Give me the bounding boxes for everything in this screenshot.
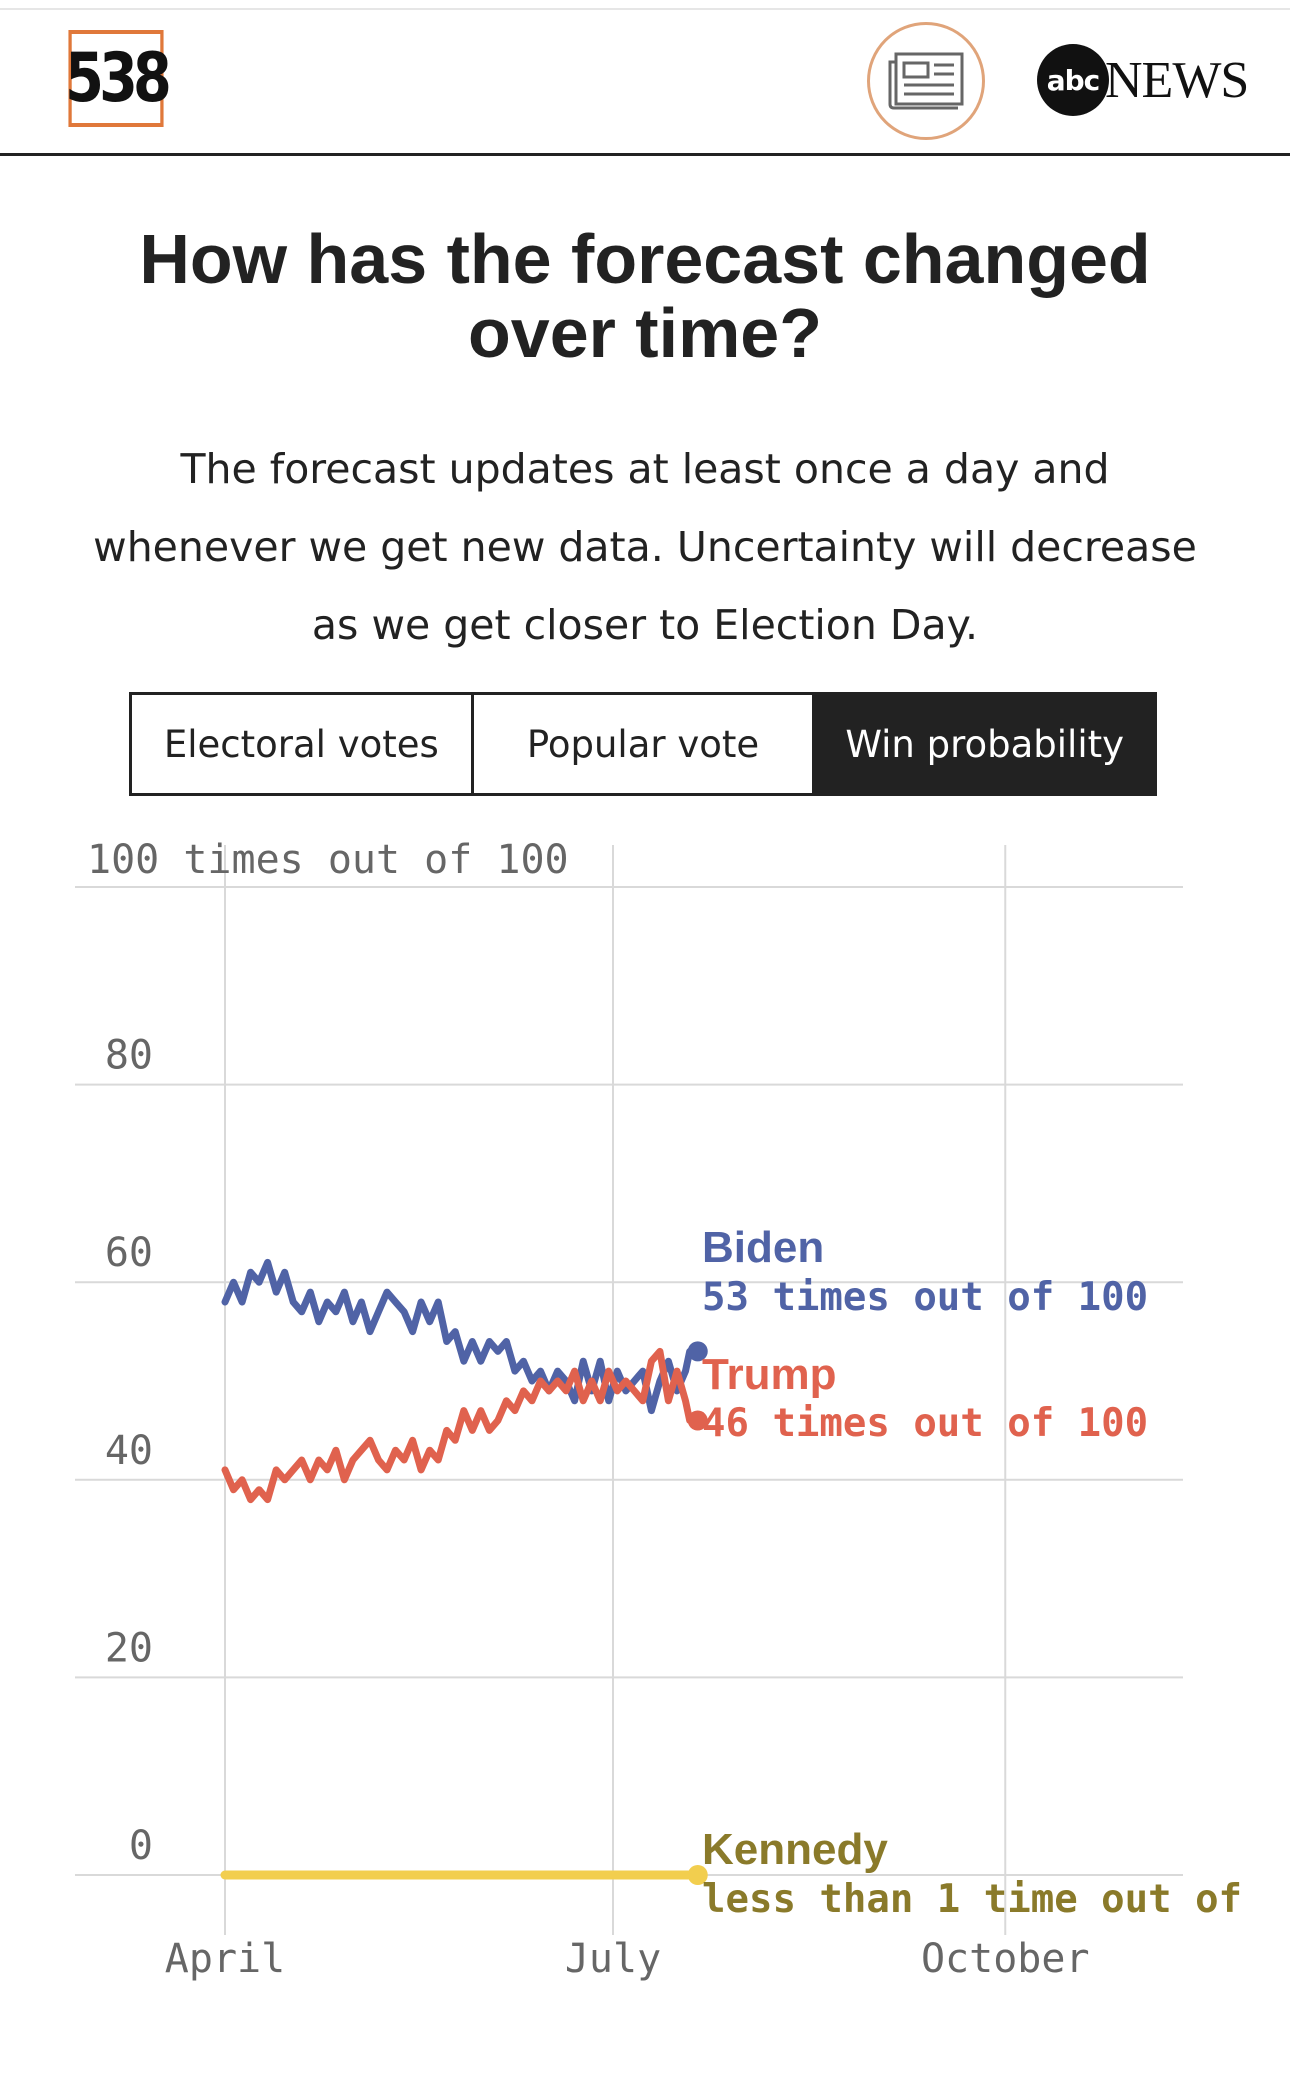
description: The forecast updates at least once a day… (40, 430, 1250, 664)
site-header: 538 abc NEWS (0, 10, 1290, 156)
end-dot-kennedy (687, 1865, 708, 1885)
description-line-1: The forecast updates at least once a day… (180, 445, 1110, 493)
top-border (0, 0, 1290, 10)
tab-electoral-votes[interactable]: Electoral votes (132, 695, 471, 793)
series-name-label: Kennedy (702, 1825, 888, 1874)
abc-news-logo[interactable]: abc NEWS (1037, 40, 1249, 120)
series-name-label: Biden (702, 1223, 824, 1272)
title-line-2: over time? (468, 294, 822, 372)
page-title: How has the forecast changed over time? (40, 222, 1250, 370)
description-line-2: whenever we get new data. Uncertainty wi… (93, 523, 1197, 571)
win-probability-chart: April July October 0 20 40 60 80 100 times out o… (75, 837, 1242, 1982)
newspaper-icon-button[interactable] (867, 22, 985, 140)
end-dot-biden (687, 1341, 708, 1362)
y-tick-label: 20 (105, 1625, 153, 1671)
x-tick-label: July (565, 1936, 661, 1982)
fivethirtyeight-logo[interactable]: 538 (65, 30, 172, 127)
tab-win-probability[interactable]: Win probability (812, 695, 1155, 793)
series-name-label: Trump (702, 1350, 836, 1399)
series-line-trump (221, 1347, 694, 1504)
series-value-label: less than 1 time out of (702, 1877, 1242, 1922)
y-top-label: 100 times out of 100 (87, 837, 569, 883)
end-dot-trump (687, 1410, 708, 1431)
abc-logo-text: NEWS (1105, 51, 1249, 109)
description-line-3: as we get closer to Election Day. (311, 601, 979, 649)
y-tick-label: 60 (105, 1230, 153, 1276)
newspaper-icon (888, 52, 964, 110)
y-tick-label: 80 (105, 1033, 153, 1079)
x-tick-label: April (165, 1936, 285, 1982)
series-line-biden (221, 1258, 694, 1415)
title-line-1: How has the forecast changed (139, 220, 1151, 298)
series-value-label: 53 times out of 100 (702, 1275, 1148, 1320)
y-tick-label: 40 (105, 1428, 153, 1474)
metric-tabs: Electoral votes Popular vote Win probabi… (129, 692, 1157, 796)
series-value-label: 46 times out of 100 (702, 1401, 1148, 1446)
tab-popular-vote[interactable]: Popular vote (470, 695, 813, 793)
x-tick-label: October (921, 1936, 1090, 1982)
abc-logo-mark: abc (1037, 44, 1109, 116)
y-tick-label: 0 (129, 1823, 153, 1869)
